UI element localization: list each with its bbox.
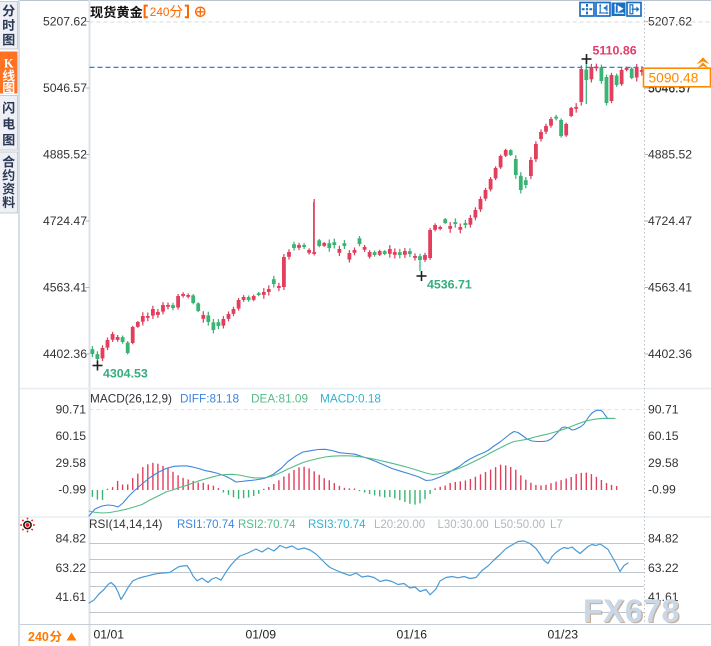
svg-text:4885.52: 4885.52 <box>43 148 87 162</box>
svg-text:5090.48: 5090.48 <box>649 70 699 85</box>
svg-text:63.22: 63.22 <box>648 561 679 575</box>
svg-text:4724.47: 4724.47 <box>43 214 87 228</box>
svg-text:5110.86: 5110.86 <box>593 44 637 58</box>
svg-text:DIFF:81.18: DIFF:81.18 <box>180 392 239 406</box>
svg-text:K: K <box>4 57 14 71</box>
svg-text:DEA:81.09: DEA:81.09 <box>251 392 308 406</box>
svg-text:01/09: 01/09 <box>246 628 277 642</box>
svg-text:01/16: 01/16 <box>397 628 428 642</box>
svg-text:L30:30.00: L30:30.00 <box>438 519 489 531</box>
svg-text:4724.47: 4724.47 <box>648 214 692 228</box>
svg-text:MACD(26,12,9): MACD(26,12,9) <box>90 392 172 406</box>
svg-text:240: 240 <box>28 630 49 644</box>
svg-text:84.82: 84.82 <box>56 532 87 546</box>
svg-text:01/23: 01/23 <box>548 628 579 642</box>
svg-text:L50:50.00: L50:50.00 <box>494 519 545 531</box>
svg-text:5207.62: 5207.62 <box>648 15 692 29</box>
svg-text:分: 分 <box>169 5 183 20</box>
svg-text:90.71: 90.71 <box>56 402 87 416</box>
svg-text:4536.71: 4536.71 <box>427 278 472 292</box>
svg-text:FX678: FX678 <box>583 593 680 629</box>
svg-text:5046.57: 5046.57 <box>43 81 87 95</box>
svg-text:4563.41: 4563.41 <box>43 281 87 295</box>
svg-text:01/01: 01/01 <box>94 628 125 642</box>
svg-text:RSI3:70.74: RSI3:70.74 <box>308 519 366 531</box>
svg-text:5207.62: 5207.62 <box>43 15 87 29</box>
svg-text:L20:20.00: L20:20.00 <box>374 519 425 531</box>
svg-text:-0.99: -0.99 <box>58 483 86 497</box>
svg-text:L7: L7 <box>550 519 563 531</box>
svg-text:90.71: 90.71 <box>648 402 679 416</box>
svg-text:41.61: 41.61 <box>56 590 87 604</box>
svg-text:MACD:0.18: MACD:0.18 <box>320 392 381 406</box>
svg-text:RSI2:70.74: RSI2:70.74 <box>238 519 296 531</box>
svg-text:60.15: 60.15 <box>648 429 679 443</box>
svg-text:84.82: 84.82 <box>648 532 679 546</box>
svg-text:4304.53: 4304.53 <box>103 367 148 381</box>
svg-text:4402.36: 4402.36 <box>43 347 87 361</box>
svg-text:60.15: 60.15 <box>56 429 87 443</box>
svg-text:RSI1:70.74: RSI1:70.74 <box>177 519 235 531</box>
svg-text:41.61: 41.61 <box>648 590 679 604</box>
svg-text:63.22: 63.22 <box>56 561 87 575</box>
svg-text:29.58: 29.58 <box>56 456 87 470</box>
svg-text:-0.99: -0.99 <box>648 483 676 497</box>
svg-text:240: 240 <box>150 5 170 19</box>
svg-text:RSI(14,14,14): RSI(14,14,14) <box>89 517 163 531</box>
svg-text:4563.41: 4563.41 <box>648 281 692 295</box>
svg-text:4402.36: 4402.36 <box>648 347 692 361</box>
svg-text:29.58: 29.58 <box>648 456 679 470</box>
svg-text:4885.52: 4885.52 <box>648 148 692 162</box>
svg-text:FX678: FX678 <box>584 594 681 630</box>
